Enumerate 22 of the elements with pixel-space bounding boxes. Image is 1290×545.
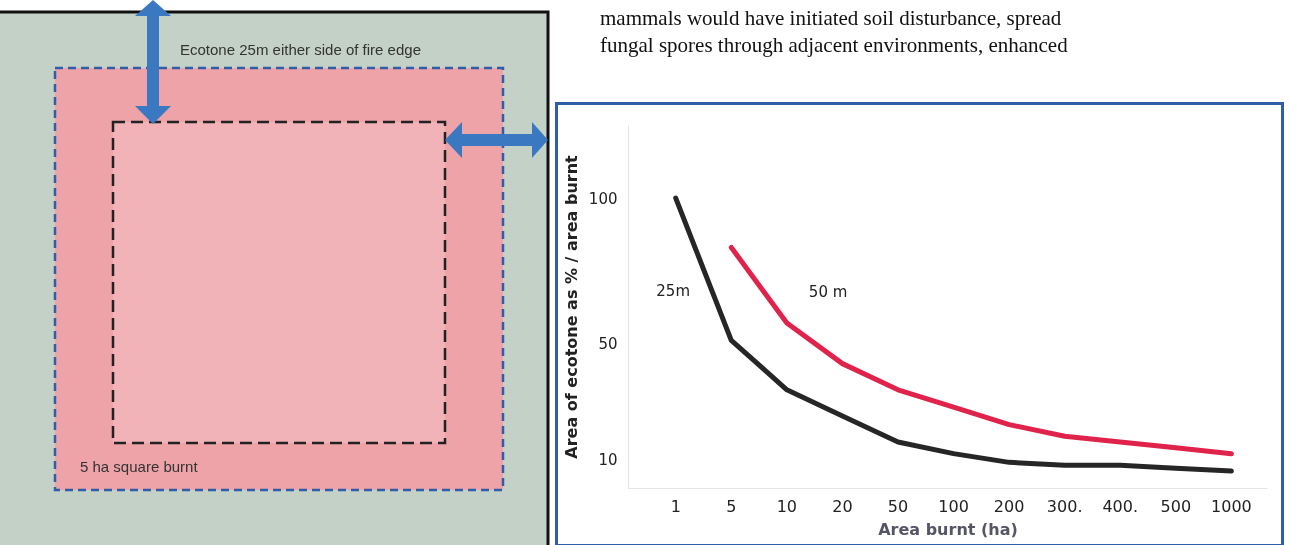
x-tick-label: 300. xyxy=(1046,496,1083,516)
y-tick-label: 10 xyxy=(598,451,618,470)
x-tick-label: 5 xyxy=(726,496,737,516)
text: fungal spores through adjacent environments, enhanced xyxy=(600,33,1068,57)
x-axis-title: Area burnt (ha) xyxy=(878,519,1018,539)
x-tick-label: 20 xyxy=(832,496,853,516)
x-tick-label: 400. xyxy=(1102,496,1139,516)
y-tick-label: 100 xyxy=(588,190,618,209)
x-tick-label: 500 xyxy=(1160,496,1192,516)
x-tick-label: 10 xyxy=(776,496,798,516)
x-tick-label: 100 xyxy=(938,496,969,516)
x-tick-label: 200 xyxy=(993,496,1025,516)
x-tick-label: 1 xyxy=(670,496,681,516)
text: mammals would have initiated soil disturbance, spread xyxy=(600,6,1062,30)
series-label: 25m xyxy=(656,282,690,301)
text: 5 ha square burnt xyxy=(80,458,199,475)
y-axis-title: Area of ecotone as % / area burnt xyxy=(561,154,581,459)
text: Ecotone 25m either side of fire edge xyxy=(180,41,421,58)
y-tick-label: 50 xyxy=(598,335,618,354)
x-tick-label: 50 xyxy=(887,496,909,516)
x-tick-label: 1000 xyxy=(1211,496,1252,516)
text: 50 m xyxy=(808,282,848,301)
